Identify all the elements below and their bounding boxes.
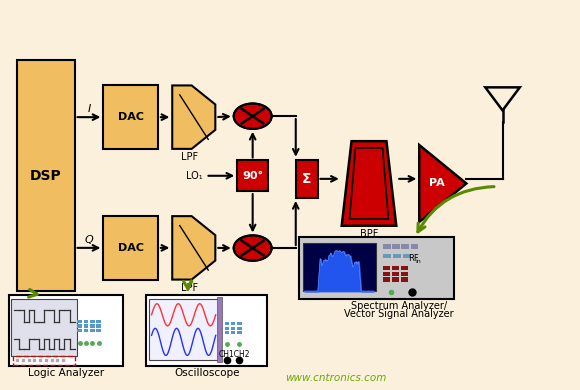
Text: Spectrum Analyzer/: Spectrum Analyzer/: [351, 301, 447, 312]
FancyBboxPatch shape: [12, 299, 77, 356]
Text: Logic Analyzer: Logic Analyzer: [28, 368, 104, 378]
FancyBboxPatch shape: [296, 160, 318, 198]
Text: I: I: [88, 105, 90, 114]
FancyBboxPatch shape: [78, 329, 82, 332]
Text: Oscilloscope: Oscilloscope: [174, 368, 240, 378]
FancyBboxPatch shape: [303, 243, 375, 291]
FancyBboxPatch shape: [392, 277, 399, 282]
FancyBboxPatch shape: [78, 324, 82, 328]
Text: CH1CH2: CH1CH2: [219, 350, 251, 359]
FancyBboxPatch shape: [96, 329, 101, 332]
FancyBboxPatch shape: [383, 244, 390, 249]
FancyBboxPatch shape: [237, 326, 242, 330]
FancyBboxPatch shape: [149, 299, 218, 360]
Polygon shape: [350, 148, 389, 219]
Text: Q: Q: [85, 235, 93, 245]
Text: in: in: [415, 259, 421, 264]
FancyBboxPatch shape: [401, 266, 408, 270]
FancyBboxPatch shape: [90, 320, 95, 323]
FancyBboxPatch shape: [392, 271, 399, 276]
Text: PA: PA: [429, 179, 445, 188]
FancyBboxPatch shape: [96, 320, 101, 323]
FancyBboxPatch shape: [224, 326, 229, 330]
Circle shape: [234, 103, 271, 129]
Text: LO₁: LO₁: [186, 171, 202, 181]
FancyBboxPatch shape: [231, 326, 235, 330]
FancyBboxPatch shape: [237, 322, 242, 325]
FancyBboxPatch shape: [403, 254, 411, 258]
Text: RF: RF: [408, 254, 419, 263]
Text: DAC: DAC: [118, 243, 144, 253]
FancyBboxPatch shape: [393, 254, 401, 258]
FancyBboxPatch shape: [17, 60, 75, 291]
Polygon shape: [342, 141, 396, 226]
Polygon shape: [419, 145, 466, 222]
FancyBboxPatch shape: [9, 295, 124, 366]
FancyBboxPatch shape: [383, 277, 390, 282]
Text: LPF: LPF: [181, 283, 198, 293]
Polygon shape: [485, 87, 520, 110]
FancyBboxPatch shape: [237, 160, 268, 191]
Text: Σ: Σ: [302, 172, 311, 186]
Text: www.cntronics.com: www.cntronics.com: [285, 372, 387, 383]
Text: LPF: LPF: [181, 152, 198, 162]
Circle shape: [234, 236, 271, 261]
FancyBboxPatch shape: [392, 244, 400, 249]
Text: DAC: DAC: [118, 112, 144, 122]
FancyBboxPatch shape: [78, 320, 82, 323]
Text: DSP: DSP: [30, 169, 61, 183]
FancyBboxPatch shape: [217, 297, 222, 362]
FancyBboxPatch shape: [231, 331, 235, 334]
Text: Vector Signal Analyzer: Vector Signal Analyzer: [345, 309, 454, 319]
FancyBboxPatch shape: [146, 295, 267, 366]
FancyBboxPatch shape: [237, 331, 242, 334]
FancyBboxPatch shape: [224, 322, 229, 325]
Text: 90°: 90°: [242, 171, 263, 181]
Polygon shape: [172, 216, 215, 280]
FancyBboxPatch shape: [383, 271, 390, 276]
FancyBboxPatch shape: [84, 329, 88, 332]
Text: BPF: BPF: [360, 229, 378, 239]
FancyBboxPatch shape: [401, 244, 409, 249]
FancyBboxPatch shape: [411, 244, 418, 249]
FancyBboxPatch shape: [231, 322, 235, 325]
FancyBboxPatch shape: [392, 266, 399, 270]
FancyBboxPatch shape: [103, 216, 158, 280]
FancyBboxPatch shape: [401, 271, 408, 276]
FancyBboxPatch shape: [84, 324, 88, 328]
FancyBboxPatch shape: [90, 329, 95, 332]
FancyBboxPatch shape: [84, 320, 88, 323]
FancyBboxPatch shape: [103, 85, 158, 149]
FancyBboxPatch shape: [383, 266, 390, 270]
FancyBboxPatch shape: [224, 331, 229, 334]
FancyBboxPatch shape: [383, 254, 391, 258]
FancyBboxPatch shape: [96, 324, 101, 328]
FancyBboxPatch shape: [401, 277, 408, 282]
FancyBboxPatch shape: [90, 324, 95, 328]
Polygon shape: [172, 85, 215, 149]
FancyBboxPatch shape: [299, 237, 454, 299]
